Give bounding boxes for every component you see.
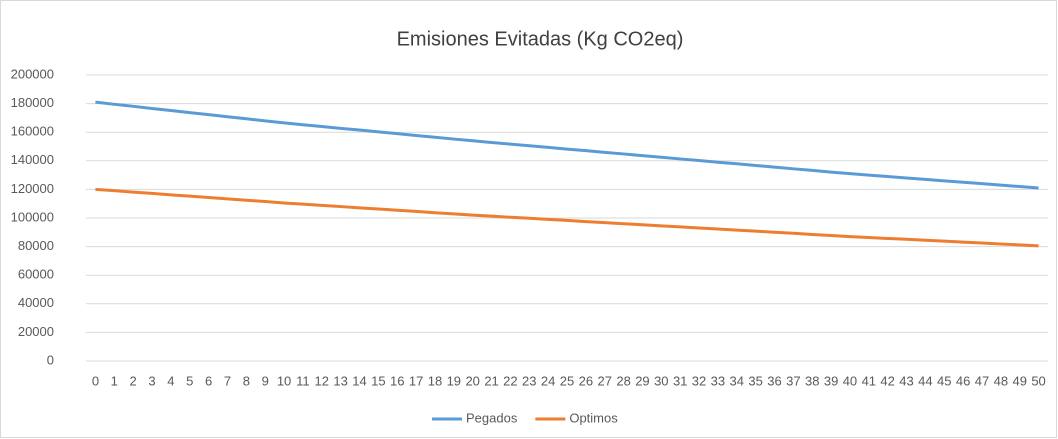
x-tick-label: 8 (243, 373, 250, 388)
x-tick-label: 25 (560, 373, 574, 388)
x-tick-label: 6 (205, 373, 212, 388)
y-tick-label: 40000 (18, 295, 54, 310)
y-tick-label: 180000 (11, 95, 54, 110)
x-tick-label: 13 (333, 373, 347, 388)
series-line (95, 100, 1039, 190)
x-tick-label: 41 (862, 373, 876, 388)
y-tick-label: 100000 (11, 209, 54, 224)
x-tick-label: 33 (711, 373, 725, 388)
y-tick-label: 60000 (18, 267, 54, 282)
x-tick-label: 24 (541, 373, 555, 388)
x-tick-label: 37 (786, 373, 800, 388)
x-tick-label: 4 (167, 373, 174, 388)
x-tick-label: 11 (296, 373, 310, 388)
x-tick-label: 28 (616, 373, 630, 388)
x-tick-label: 23 (522, 373, 536, 388)
y-tick-label: 160000 (11, 124, 54, 139)
x-tick-label: 14 (352, 373, 366, 388)
x-tick-label: 48 (994, 373, 1008, 388)
x-tick-label: 36 (767, 373, 781, 388)
x-tick-label: 26 (579, 373, 593, 388)
x-tick-label: 10 (277, 373, 291, 388)
x-tick-label: 35 (748, 373, 762, 388)
x-tick-label: 7 (224, 373, 231, 388)
x-tick-label: 12 (315, 373, 329, 388)
x-tick-label: 22 (503, 373, 517, 388)
y-tick-label: 0 (47, 352, 54, 367)
x-tick-label: 29 (635, 373, 649, 388)
x-tick-label: 16 (390, 373, 404, 388)
x-tick-label: 19 (447, 373, 461, 388)
x-tick-label: 34 (730, 373, 744, 388)
x-tick-label: 39 (824, 373, 838, 388)
x-tick-label: 0 (92, 373, 99, 388)
x-tick-label: 50 (1031, 373, 1045, 388)
y-tick-label: 80000 (18, 238, 54, 253)
x-tick-label: 3 (148, 373, 155, 388)
x-tick-label: 15 (371, 373, 385, 388)
y-tick-label: 140000 (11, 152, 54, 167)
x-tick-label: 20 (465, 373, 479, 388)
x-tick-label: 21 (484, 373, 498, 388)
x-tick-label: 47 (975, 373, 989, 388)
legend-label: Pegados (466, 410, 518, 425)
series-line (95, 187, 1039, 248)
x-tick-label: 9 (262, 373, 269, 388)
x-tick-label: 49 (1012, 373, 1026, 388)
x-tick-label: 42 (880, 373, 894, 388)
y-tick-label: 200000 (11, 66, 54, 81)
x-tick-label: 5 (186, 373, 193, 388)
x-tick-label: 27 (597, 373, 611, 388)
x-tick-label: 30 (654, 373, 668, 388)
x-tick-label: 32 (692, 373, 706, 388)
x-tick-label: 38 (805, 373, 819, 388)
chart-title: Emisiones Evitadas (Kg CO2eq) (397, 28, 684, 50)
x-tick-label: 18 (428, 373, 442, 388)
y-tick-label: 20000 (18, 324, 54, 339)
x-tick-label: 45 (937, 373, 951, 388)
x-tick-label: 2 (130, 373, 137, 388)
x-tick-label: 43 (899, 373, 913, 388)
x-tick-label: 46 (956, 373, 970, 388)
x-tick-label: 44 (918, 373, 932, 388)
y-tick-label: 120000 (11, 181, 54, 196)
legend-label: Optimos (569, 410, 618, 425)
x-tick-label: 31 (673, 373, 687, 388)
x-tick-label: 1 (111, 373, 118, 388)
x-tick-label: 40 (843, 373, 857, 388)
x-tick-label: 17 (409, 373, 423, 388)
